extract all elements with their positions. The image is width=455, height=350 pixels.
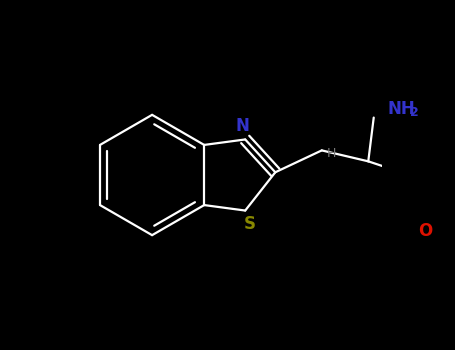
Text: NH: NH bbox=[387, 100, 415, 118]
Text: O: O bbox=[419, 222, 433, 240]
Text: H: H bbox=[327, 147, 336, 160]
Text: 2: 2 bbox=[410, 106, 419, 119]
Text: S: S bbox=[243, 215, 256, 233]
Text: N: N bbox=[236, 117, 249, 135]
